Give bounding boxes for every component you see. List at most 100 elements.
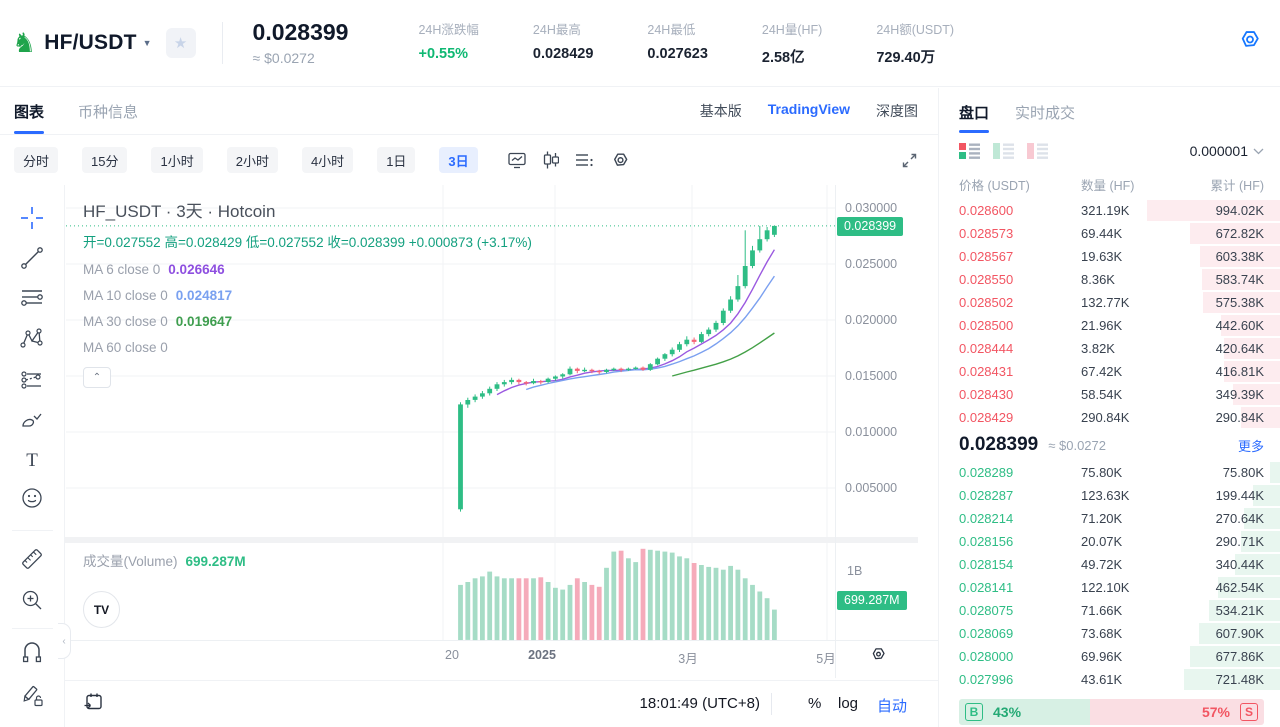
- order-price: 0.028430: [959, 387, 1014, 402]
- bid-row[interactable]: 0.028069 73.68K 607.90K: [939, 622, 1280, 645]
- order-price: 0.028600: [959, 203, 1014, 218]
- chart-style-button[interactable]: [508, 152, 527, 169]
- go-to-date-button[interactable]: [83, 691, 105, 713]
- bid-row[interactable]: 0.028287 123.63K 199.44K: [939, 484, 1280, 507]
- order-amount: 8.36K: [1081, 272, 1115, 287]
- auto-scale-button[interactable]: 自动: [877, 698, 908, 715]
- order-cum: 290.84K: [1215, 410, 1264, 425]
- book-asks-icon: [1027, 143, 1048, 159]
- favorite-button[interactable]: ★: [165, 28, 196, 58]
- order-price: 0.028214: [959, 511, 1014, 526]
- percent-scale-button[interactable]: %: [808, 695, 822, 712]
- lock-drawings-tool[interactable]: [19, 683, 45, 709]
- fullscreen-button[interactable]: [901, 152, 918, 169]
- chart-settings-button[interactable]: [611, 151, 630, 170]
- stat-label: 24H最低: [647, 23, 696, 37]
- bid-row[interactable]: 0.028214 71.20K 270.64K: [939, 507, 1280, 530]
- bid-row[interactable]: 0.028141 122.10K 462.54K: [939, 576, 1280, 599]
- trend-line-tool[interactable]: [19, 245, 45, 271]
- orderbook-tab-盘口[interactable]: 盘口: [959, 92, 990, 133]
- brush-icon: [22, 413, 42, 427]
- bid-row[interactable]: 0.028075 71.66K 534.21K: [939, 599, 1280, 622]
- book-bids-mode-button[interactable]: [993, 142, 1015, 160]
- bid-row[interactable]: 0.028000 69.96K 677.86K: [939, 645, 1280, 668]
- book-both-mode-button[interactable]: [959, 142, 981, 160]
- book-asks-mode-button[interactable]: [1027, 142, 1049, 160]
- draw-lock-icon: [23, 686, 43, 707]
- ask-row[interactable]: 0.028567 19.63K 603.38K: [939, 245, 1280, 268]
- order-cum: 677.86K: [1215, 649, 1264, 664]
- bid-row[interactable]: 0.028156 20.07K 290.71K: [939, 530, 1280, 553]
- time-axis-settings[interactable]: [870, 646, 887, 663]
- ask-row[interactable]: 0.028444 3.82K 420.64K: [939, 337, 1280, 360]
- col-amount: 数量 (HF): [1081, 178, 1135, 193]
- interval-15分[interactable]: 15分: [82, 147, 128, 173]
- bid-row[interactable]: 0.028289 75.80K 75.80K: [939, 461, 1280, 484]
- interval-分时[interactable]: 分时: [14, 147, 59, 173]
- order-cum: 607.90K: [1215, 626, 1264, 641]
- header-stat-0: 24H涨跌幅 +0.55%: [418, 19, 478, 67]
- chart-tabs-row: 图表 币种信息 基本版 TradingView 深度图: [0, 88, 938, 135]
- bid-row[interactable]: 0.027996 43.61K 721.48K: [939, 668, 1280, 691]
- tradingview-logo[interactable]: TV: [83, 591, 120, 628]
- order-amount: 122.10K: [1081, 580, 1130, 595]
- pattern-tool[interactable]: [19, 325, 45, 351]
- zoom-in-tool[interactable]: [19, 587, 45, 613]
- crosshair-tool[interactable]: [19, 205, 45, 231]
- depth-bar: [1218, 577, 1280, 598]
- forecast-tool[interactable]: [19, 367, 45, 393]
- legend-collapse-button[interactable]: ⌃: [83, 367, 111, 388]
- interval-1日[interactable]: 1日: [377, 147, 416, 173]
- interval-1小时[interactable]: 1小时: [151, 147, 203, 173]
- ask-row[interactable]: 0.028600 321.19K 994.02K: [939, 199, 1280, 222]
- chart-canvas-wrap: HF_USDT · 3天 · Hotcoin 开=0.027552 高=0.02…: [65, 185, 938, 727]
- orderbook-panel: 盘口 实时成交 0.000001 价格 (US: [938, 88, 1280, 727]
- fib-lines-tool[interactable]: [19, 285, 45, 311]
- magnet-tool[interactable]: [19, 641, 45, 667]
- text-tool[interactable]: T: [19, 447, 45, 473]
- order-price: 0.028289: [959, 465, 1014, 480]
- col-cum: 累计 (HF): [1210, 178, 1264, 193]
- more-link[interactable]: 更多: [1237, 438, 1264, 454]
- log-scale-button[interactable]: log: [838, 695, 859, 712]
- indicators-button[interactable]: [575, 152, 595, 168]
- ask-row[interactable]: 0.028430 58.54K 349.39K: [939, 383, 1280, 406]
- chart-canvas[interactable]: [65, 185, 938, 680]
- ask-row[interactable]: 0.028429 290.84K 290.84K: [939, 406, 1280, 429]
- tab-基本版[interactable]: 基本版: [699, 103, 742, 119]
- ask-row[interactable]: 0.028500 21.96K 442.60K: [939, 314, 1280, 337]
- interval-2小时[interactable]: 2小时: [226, 147, 278, 173]
- settings-button[interactable]: [1238, 28, 1262, 52]
- clock-label[interactable]: 18:01:49 (UTC+8): [639, 695, 760, 712]
- order-cum: 583.74K: [1215, 272, 1264, 287]
- candle-type-button[interactable]: [543, 151, 559, 169]
- tab-图表[interactable]: 图表: [14, 88, 44, 134]
- tab-深度图[interactable]: 深度图: [876, 103, 918, 119]
- tab-TradingView[interactable]: TradingView: [767, 101, 850, 117]
- ask-row[interactable]: 0.028573 69.44K 672.82K: [939, 222, 1280, 245]
- header-stat-4: 24H额(USDT) 729.40万: [876, 19, 954, 67]
- pair-name[interactable]: HF/USDT: [44, 31, 137, 54]
- brush-tool[interactable]: [19, 407, 45, 433]
- emoji-tool[interactable]: [19, 485, 45, 511]
- ask-row[interactable]: 0.028550 8.36K 583.74K: [939, 268, 1280, 291]
- toolbar-collapse-handle[interactable]: ‹: [58, 623, 71, 659]
- stat-label: 24H额(USDT): [876, 23, 955, 37]
- tab-币种信息[interactable]: 币种信息: [78, 103, 139, 121]
- bid-row[interactable]: 0.028154 49.72K 340.44K: [939, 553, 1280, 576]
- pair-dropdown-caret-icon[interactable]: ▼: [142, 38, 152, 48]
- ask-row[interactable]: 0.028431 67.42K 416.81K: [939, 360, 1280, 383]
- orderbook-tab-实时成交[interactable]: 实时成交: [1015, 105, 1076, 122]
- volume-axis-tick: 1B: [847, 564, 863, 578]
- order-amount: 67.42K: [1081, 364, 1123, 379]
- horizontal-lines-icon: [21, 290, 43, 306]
- order-price: 0.028429: [959, 410, 1014, 425]
- interval-4小时[interactable]: 4小时: [301, 147, 354, 173]
- buy-percent: 43%: [993, 704, 1022, 720]
- precision-dropdown[interactable]: 0.000001: [1190, 143, 1264, 159]
- emoji-icon: [22, 488, 42, 508]
- ask-row[interactable]: 0.028502 132.77K 575.38K: [939, 291, 1280, 314]
- measure-tool[interactable]: [18, 545, 46, 573]
- interval-3日[interactable]: 3日: [439, 147, 478, 173]
- zoom-in-icon: [22, 590, 42, 610]
